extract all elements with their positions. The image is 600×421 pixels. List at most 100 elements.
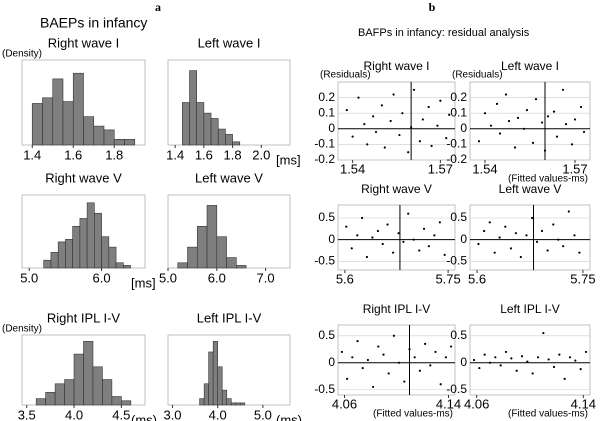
x-tick-label: 5.6 [336, 271, 354, 286]
point [519, 255, 522, 259]
point [374, 130, 378, 134]
bar [52, 78, 64, 146]
bar [216, 236, 227, 269]
point [552, 365, 556, 369]
point [498, 236, 501, 239]
point [439, 383, 442, 386]
bar [177, 262, 188, 269]
point [562, 245, 565, 248]
x-axis-label: (Fitted values-ms) [508, 174, 588, 185]
point [507, 119, 511, 123]
point [509, 247, 513, 250]
x-tick-label: 4.14 [571, 396, 596, 411]
bar [101, 236, 110, 269]
point [350, 247, 353, 250]
point [392, 93, 395, 96]
x-tick-label: 1.8 [105, 147, 123, 162]
point [407, 151, 410, 154]
point [526, 360, 529, 363]
point [389, 119, 392, 123]
bar [86, 202, 95, 269]
panel-title: BAEPs in infancy [40, 15, 147, 31]
bar [111, 396, 122, 406]
point [436, 124, 439, 127]
plot-frame [337, 204, 456, 271]
point [555, 135, 559, 138]
point [477, 242, 480, 246]
point [483, 112, 487, 115]
x-tick-label: 1.54 [472, 161, 497, 176]
bar [45, 391, 56, 406]
x-tick-label: 2.0 [252, 147, 270, 162]
point [574, 359, 577, 362]
x-tick-label: 4.0 [65, 407, 83, 421]
x-tick-label: 6.0 [208, 270, 226, 285]
bar [79, 218, 88, 269]
bar [217, 366, 223, 406]
bar [182, 102, 190, 146]
bar [208, 351, 214, 406]
point [427, 245, 430, 248]
point [427, 105, 430, 109]
point [366, 358, 369, 362]
bar [196, 102, 205, 146]
point [531, 216, 534, 220]
bar [217, 128, 226, 146]
y-tick-label: -0.5 [446, 254, 467, 268]
x-tick-label: 4.5 [112, 407, 130, 421]
bar [226, 398, 232, 406]
x-tick-label: 1.4 [166, 147, 184, 162]
y-tick-label: 0.5 [450, 328, 467, 342]
bar [73, 353, 84, 406]
x-tick-label: 5.0 [254, 407, 272, 421]
y-axis-label: (Density) [2, 49, 42, 60]
chart-title: Right wave I [48, 35, 120, 50]
point [444, 356, 447, 359]
chart-title: Left wave I [501, 59, 559, 73]
point [578, 251, 581, 254]
point [573, 118, 577, 121]
point [382, 353, 385, 356]
chart-title: Right wave V [45, 170, 122, 185]
point [579, 105, 583, 109]
point [488, 221, 491, 224]
point [371, 236, 374, 239]
point [372, 385, 375, 389]
point [351, 356, 354, 359]
point [356, 234, 359, 237]
y-tick-label: -0.2 [446, 152, 467, 166]
x-axis-label: (Fitted values-ms) [508, 409, 588, 420]
point [488, 361, 492, 364]
x-axis-label: (ms) [131, 412, 157, 421]
x-tick-label: 1.8 [224, 147, 242, 162]
point [534, 98, 538, 101]
y-axis-label: (Residuals) [320, 70, 371, 81]
x-tick-label: 1.6 [64, 147, 82, 162]
point [525, 108, 529, 112]
x-axis-label: (ms) [276, 412, 302, 421]
point [493, 251, 496, 254]
point [383, 146, 386, 149]
x-tick-label: 1.6 [195, 147, 213, 162]
point [443, 253, 446, 256]
x-tick-label: 5.6 [468, 271, 486, 286]
y-axis-label: (Residuals) [452, 70, 503, 81]
bar [212, 341, 219, 406]
bar [225, 134, 233, 146]
plot-frame [469, 81, 591, 161]
panel-label: b [429, 0, 436, 14]
point [504, 350, 508, 354]
point [345, 108, 348, 112]
point [567, 210, 570, 213]
chart-title: Right IPL I-V [363, 302, 431, 316]
x-tick-label: 5.0 [159, 270, 177, 285]
y-tick-label: -0.5 [314, 254, 335, 268]
chart-title: Right wave V [361, 182, 432, 196]
chart-title: Left wave V [195, 170, 263, 185]
point [563, 377, 566, 380]
bar [72, 72, 84, 146]
point [433, 234, 436, 237]
point [516, 116, 520, 119]
point [412, 88, 416, 91]
point [499, 364, 502, 367]
